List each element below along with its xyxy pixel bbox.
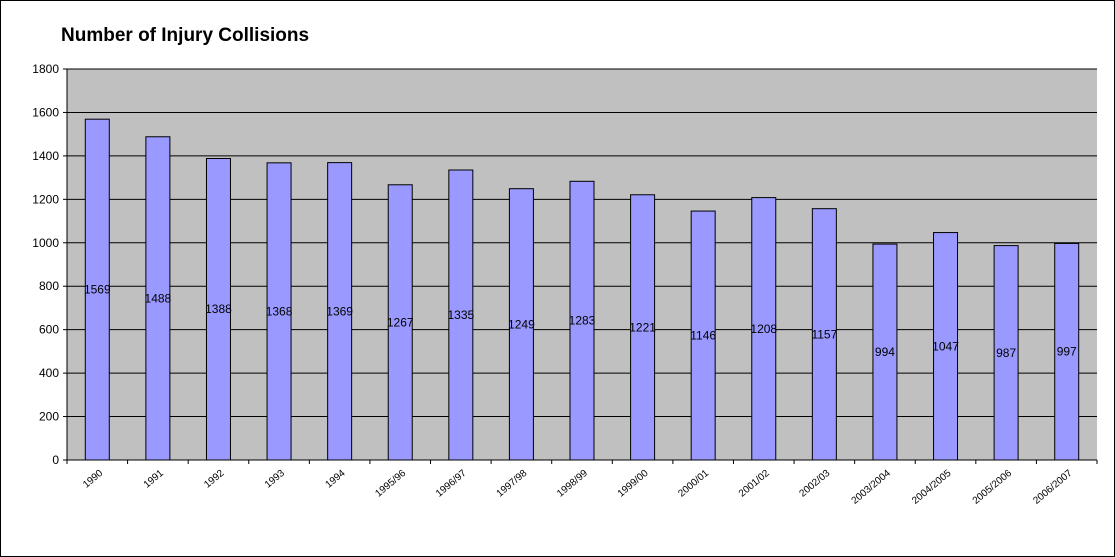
x-tick-label: 1993 — [263, 468, 287, 491]
data-label: 1047 — [932, 339, 959, 353]
data-label: 1335 — [447, 308, 474, 322]
data-label: 1569 — [84, 283, 111, 297]
y-tick-label: 800 — [39, 279, 59, 293]
data-label: 987 — [996, 346, 1016, 360]
y-axis-ticks: 0 200 400 600 800 1000 1200 1400 1600 1800 — [32, 62, 67, 467]
x-tick-label: 1997/98 — [495, 468, 530, 500]
y-tick-label: 1000 — [32, 236, 59, 250]
data-label: 994 — [875, 345, 895, 359]
x-tick-label: 2005/2006 — [971, 468, 1015, 507]
x-tick-label: 2002/03 — [798, 468, 833, 500]
x-tick-label: 1991 — [142, 468, 166, 491]
data-label: 1488 — [145, 291, 172, 305]
x-tick-label: 2004/2005 — [910, 468, 954, 507]
y-tick-label: 400 — [39, 366, 59, 380]
data-label: 1283 — [569, 314, 596, 328]
data-label: 1249 — [508, 317, 535, 331]
chart-title: Number of Injury Collisions — [61, 25, 309, 46]
y-tick-label: 1200 — [32, 192, 59, 206]
y-tick-label: 0 — [52, 453, 59, 467]
data-label: 997 — [1057, 345, 1077, 359]
x-tick-label: 2000/01 — [676, 468, 711, 500]
x-tick-label: 1998/99 — [555, 468, 590, 500]
data-label: 1157 — [811, 327, 837, 341]
data-label: 1369 — [326, 304, 353, 318]
x-tick-label: 1994 — [323, 468, 347, 491]
data-label: 1208 — [750, 322, 777, 336]
y-tick-label: 1600 — [32, 105, 59, 119]
x-axis-ticks: 1990 1991 1992 1993 1994 1995/96 1996/97 1997/9… — [67, 460, 1097, 507]
data-label: 1146 — [690, 329, 716, 343]
y-tick-label: 1800 — [32, 62, 59, 76]
x-tick-label: 2003/2004 — [850, 468, 894, 507]
data-label: 1368 — [266, 304, 293, 318]
x-tick-label: 2006/2007 — [1031, 468, 1075, 507]
data-label: 1267 — [387, 315, 414, 329]
x-tick-label: 1992 — [202, 468, 226, 491]
y-tick-label: 1400 — [32, 149, 59, 163]
data-label: 1388 — [205, 302, 232, 316]
x-tick-label: 1996/97 — [434, 468, 469, 500]
x-tick-label: 1995/96 — [373, 468, 408, 500]
x-tick-label: 1999/00 — [616, 468, 651, 500]
x-tick-label: 1990 — [81, 468, 105, 491]
x-tick-label: 2001/02 — [737, 468, 772, 500]
y-tick-label: 600 — [39, 323, 59, 337]
y-tick-label: 200 — [39, 410, 59, 424]
data-label: 1221 — [629, 320, 656, 334]
